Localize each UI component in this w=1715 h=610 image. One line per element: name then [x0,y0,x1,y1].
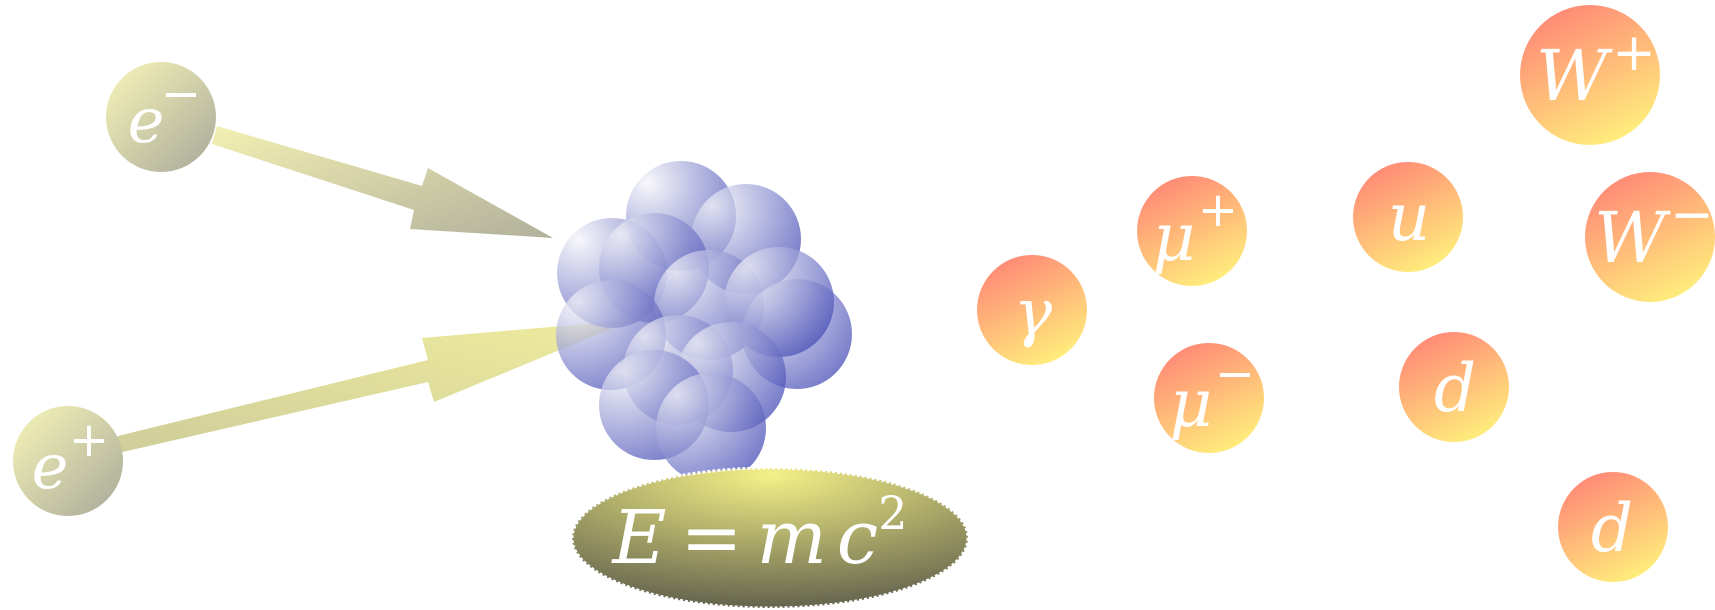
muon-minus-particle: μ − [1154,343,1264,453]
electron-arrow [212,126,553,238]
w-plus-particle: W + [1520,5,1660,145]
positron-particle: e + [13,406,123,516]
electron-particle: e − [106,62,216,172]
svg-text:e: e [32,430,69,503]
svg-text:+: + [1612,23,1656,83]
svg-text:+: + [1198,182,1238,238]
up-quark-particle: u [1353,162,1463,272]
w-minus-particle: W − [1585,172,1715,302]
svg-text:e: e [128,84,165,157]
svg-text:γ: γ [1014,276,1053,350]
svg-text:W: W [1594,197,1671,279]
svg-text:u: u [1388,179,1431,256]
svg-text:μ: μ [1170,365,1213,442]
svg-text:W: W [1536,35,1613,117]
nucleon [656,373,766,483]
down-quark-particle-2: d [1558,472,1668,582]
svg-text:−: − [1215,346,1255,402]
svg-text:−: − [161,66,201,122]
nucleus-cluster [556,161,852,483]
positron-arrow [114,320,632,453]
svg-text:−: − [1670,185,1714,245]
svg-text:+: + [69,412,109,468]
equation-text: E = m c2 [611,486,908,581]
svg-text:d: d [1591,490,1633,567]
svg-text:d: d [1434,350,1476,427]
photon-particle: γ [977,255,1087,365]
down-quark-particle: d [1399,332,1509,442]
muon-plus-particle: μ + [1137,176,1247,286]
equation-plate: E = m c2 [570,466,970,610]
svg-text:μ: μ [1153,199,1196,276]
